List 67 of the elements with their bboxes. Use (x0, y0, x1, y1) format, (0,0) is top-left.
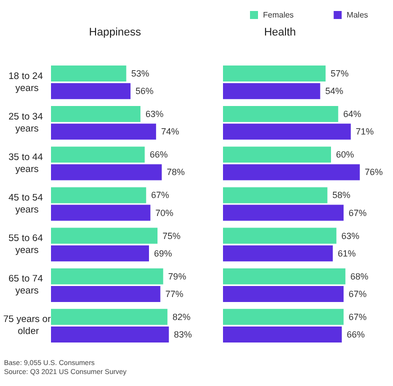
data-label: 57% (330, 68, 349, 78)
bar (223, 65, 326, 82)
bar (51, 326, 169, 343)
bar (51, 286, 160, 302)
data-label: 67% (348, 312, 367, 322)
y-tick-label: 45 to 54 years (8, 192, 46, 216)
bar (51, 228, 158, 244)
bar (223, 268, 346, 284)
bar (51, 245, 149, 262)
data-label: 58% (332, 190, 350, 200)
data-label: 67% (151, 190, 170, 200)
bar (51, 204, 150, 221)
bar (223, 83, 320, 100)
data-label: 83% (174, 330, 192, 340)
data-label: 61% (338, 248, 356, 258)
data-label: 67% (348, 208, 367, 218)
bar (51, 83, 131, 100)
y-tick-label: 18 to 24 years (8, 70, 46, 94)
bar (223, 245, 333, 262)
bar (51, 65, 126, 82)
bar (223, 106, 338, 122)
data-label: 79% (168, 271, 186, 282)
data-label: 67% (348, 288, 367, 299)
data-label: 71% (356, 126, 374, 137)
y-tick-label: 75 years or older (3, 314, 51, 338)
chart-title: Happiness (89, 26, 142, 38)
bar (223, 326, 342, 343)
bar (223, 228, 336, 244)
data-label: 74% (161, 126, 180, 137)
bar (51, 106, 140, 122)
bar (223, 286, 344, 302)
y-tick-label: 65 to 74 years (8, 274, 46, 297)
data-label: 64% (343, 109, 362, 120)
data-label: 66% (346, 330, 365, 340)
data-label: 53% (131, 68, 150, 78)
bar (223, 124, 351, 140)
bar (51, 268, 164, 284)
bar (51, 187, 146, 204)
data-label: 75% (162, 230, 181, 241)
data-label: 66% (150, 150, 168, 160)
data-label: 70% (155, 208, 174, 218)
data-label: 82% (172, 312, 190, 322)
bar (223, 204, 344, 221)
data-label: 63% (341, 230, 360, 241)
bar (51, 164, 162, 180)
data-label: 76% (364, 167, 383, 178)
data-label: 54% (325, 86, 344, 96)
data-label: 68% (350, 271, 368, 282)
bar (51, 308, 168, 325)
y-tick-label: 35 to 44 years (8, 152, 46, 175)
bar (51, 124, 156, 140)
y-tick-label: 25 to 34 years (8, 111, 46, 134)
legend-label: Males (346, 10, 368, 20)
data-label: 78% (166, 167, 185, 178)
legend-label: Females (263, 10, 294, 20)
data-label: 69% (154, 248, 172, 258)
chart-title: Health (264, 26, 296, 38)
bar (223, 146, 331, 163)
data-label: 60% (336, 150, 354, 160)
data-label: 63% (145, 109, 164, 120)
data-label: 77% (165, 288, 184, 299)
bar (223, 187, 328, 204)
data-label: 56% (136, 86, 154, 96)
bar (223, 308, 344, 325)
bar (51, 146, 145, 163)
bar (223, 164, 360, 180)
y-tick-label: 55 to 64 years (8, 233, 46, 256)
